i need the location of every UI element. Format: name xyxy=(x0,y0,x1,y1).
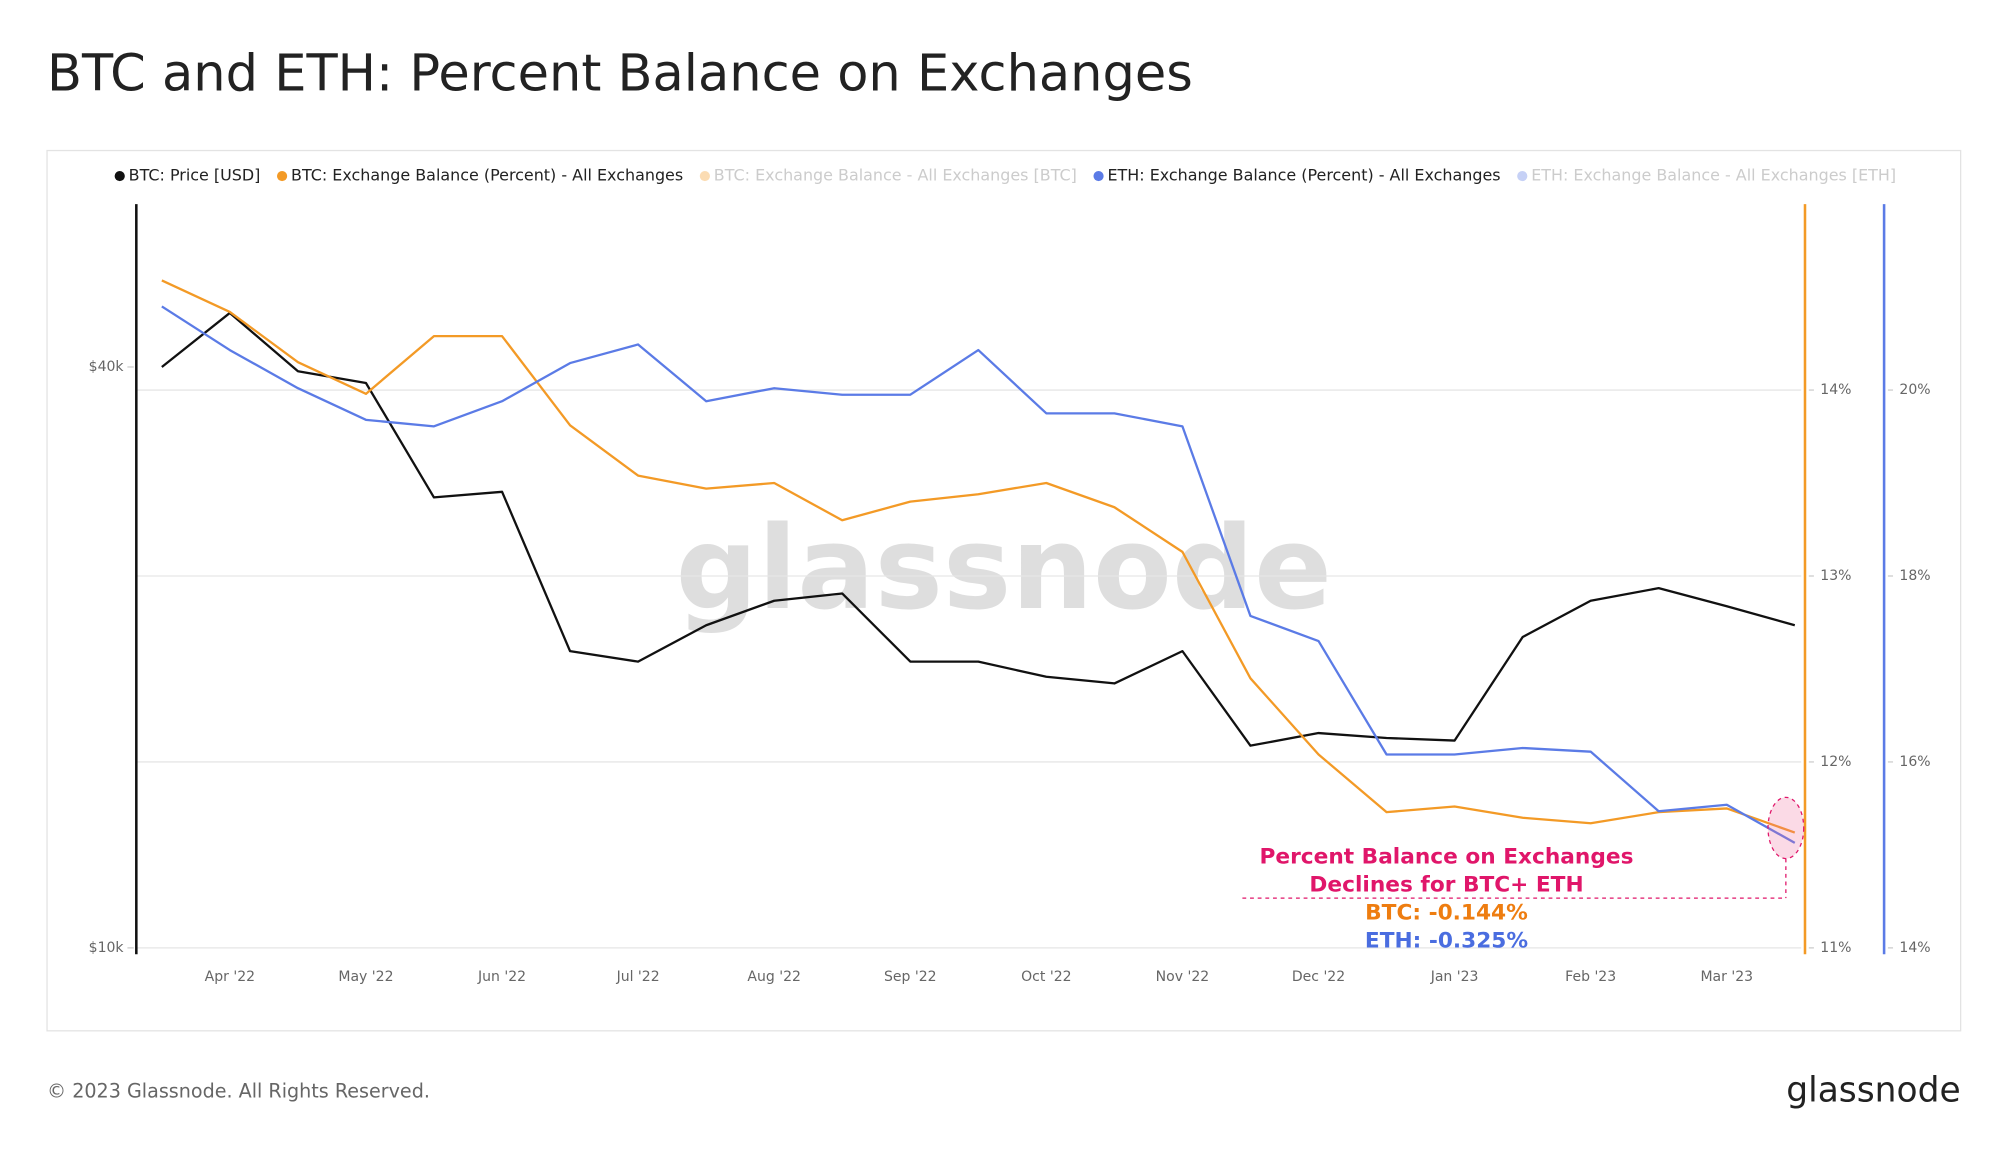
legend-swatch xyxy=(276,170,288,182)
annotation-eth: ETH: -0.325% xyxy=(1365,929,1528,954)
x-tick-label: Aug '22 xyxy=(747,969,801,985)
logo: glassnode xyxy=(1786,1071,1960,1111)
series-line xyxy=(161,311,1796,747)
x-tick-label: Nov '22 xyxy=(1156,969,1210,985)
x-tick-label: Feb '23 xyxy=(1565,969,1616,985)
y2ticks-label: 14% xyxy=(1820,382,1851,398)
chart-title: BTC and ETH: Percent Balance on Exchange… xyxy=(47,45,1193,104)
x-tick-label: Oct '22 xyxy=(1021,969,1071,985)
y2ticks-label: 11% xyxy=(1820,940,1851,956)
x-tick-label: Mar '23 xyxy=(1700,969,1753,985)
series-line xyxy=(161,279,1796,834)
x-tick-label: Jan '23 xyxy=(1430,969,1479,985)
y3ticks-label: 18% xyxy=(1899,568,1930,584)
y2ticks-label: 13% xyxy=(1820,568,1851,584)
legend-entry: ETH: Exchange Balance - All Exchanges [E… xyxy=(1531,166,1896,185)
x-tick-label: Jul '22 xyxy=(616,969,660,985)
legend-entry: ETH: Exchange Balance (Percent) - All Ex… xyxy=(1107,166,1500,185)
legend-swatch xyxy=(699,170,710,182)
annotation-btc: BTC: -0.144% xyxy=(1365,900,1528,925)
series-line xyxy=(161,305,1796,844)
annotation-text: Declines for BTC+ ETH xyxy=(1309,872,1583,897)
legend-swatch xyxy=(1517,170,1528,182)
x-tick-label: May '22 xyxy=(338,969,393,985)
yticks-label: $40k xyxy=(89,359,125,375)
legend-entry: BTC: Exchange Balance - All Exchanges [B… xyxy=(714,166,1077,185)
footer: © 2023 Glassnode. All Rights Reserved. xyxy=(47,1080,430,1103)
x-tick-label: Sep '22 xyxy=(884,969,937,985)
y3ticks-label: 16% xyxy=(1899,754,1930,770)
legend-swatch xyxy=(1093,170,1104,182)
y2ticks-label: 12% xyxy=(1820,754,1851,770)
legend-entry: BTC: Exchange Balance (Percent) - All Ex… xyxy=(291,166,683,185)
x-tick-label: Jun '22 xyxy=(477,969,526,985)
legend-entry: BTC: Price [USD] xyxy=(129,166,261,185)
watermark: glassnode xyxy=(676,502,1332,636)
x-tick-label: Apr '22 xyxy=(205,969,255,985)
highlight-circle xyxy=(1767,796,1805,860)
x-tick-label: Dec '22 xyxy=(1292,969,1345,985)
legend-swatch xyxy=(114,170,125,182)
annotation-text: Percent Balance on Exchanges xyxy=(1260,844,1634,869)
plot-area: $10k $40k 11% 12% 13% 14% 14% 16% 18% 20% Apr '22 M… xyxy=(89,204,1931,985)
yticks-label: $10k xyxy=(89,940,125,956)
y3ticks-label: 20% xyxy=(1899,382,1930,398)
chart-frame xyxy=(46,149,1962,1032)
y3ticks-label: 14% xyxy=(1899,940,1930,956)
